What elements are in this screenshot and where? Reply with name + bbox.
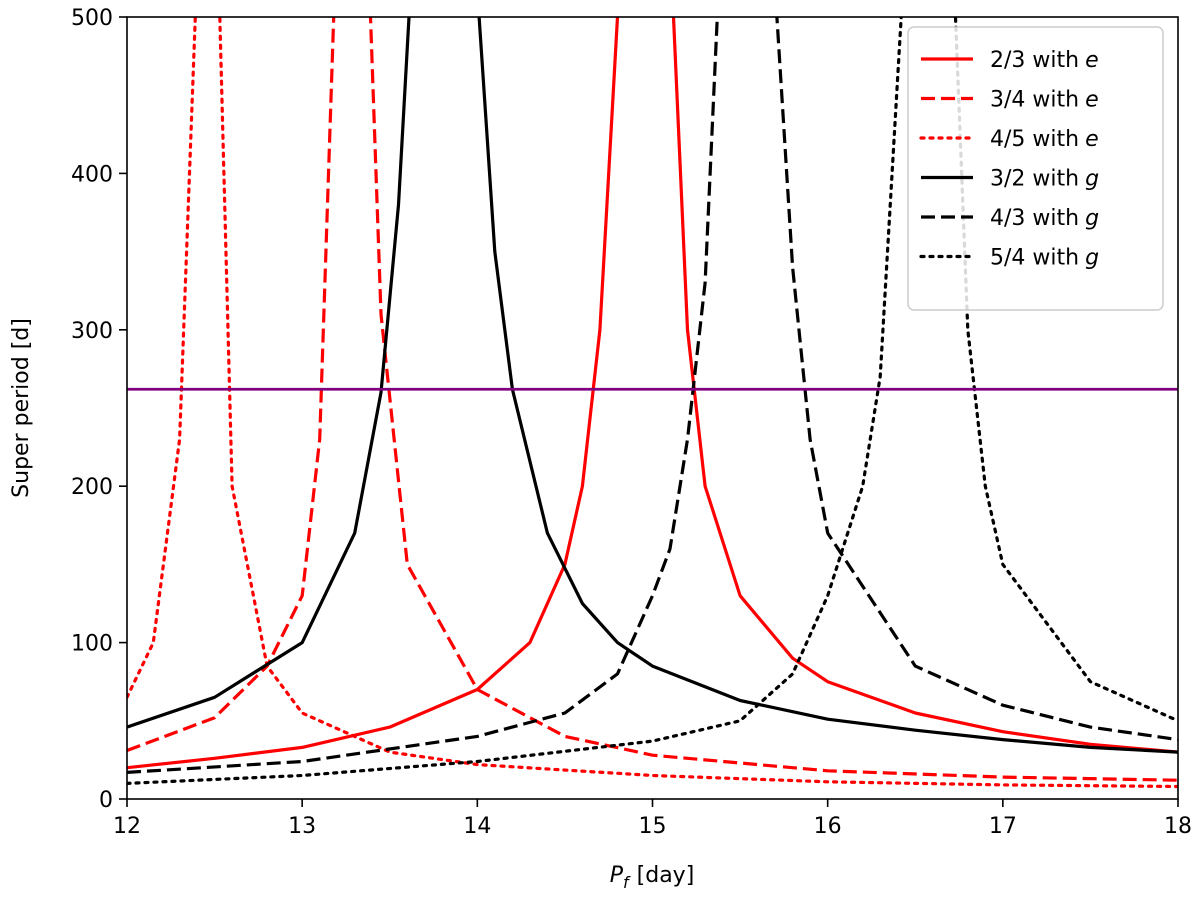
x-tick-label: 16 bbox=[814, 814, 842, 839]
y-tick-label: 100 bbox=[71, 632, 113, 657]
legend-label: 3/2 with g bbox=[990, 167, 1099, 192]
legend-label: 5/4 with g bbox=[990, 246, 1099, 271]
legend-label-var: g bbox=[1085, 167, 1099, 192]
legend-label-var: g bbox=[1085, 206, 1099, 231]
legend-label-var: e bbox=[1085, 127, 1099, 152]
series-line-2-3-with-e-right bbox=[671, 17, 1178, 754]
series-line-3-4-with-e-right bbox=[368, 17, 1178, 782]
series-line-2-3-with-e-left bbox=[127, 17, 620, 770]
series-line-3-2-with-g-left bbox=[127, 17, 411, 729]
legend: 2/3 with e3/4 with e4/5 with e3/2 with g4/3 … bbox=[907, 26, 1164, 311]
legend-label-main: 2/3 with bbox=[990, 48, 1079, 73]
x-axis-label-unit: [day] bbox=[637, 863, 695, 888]
x-tick-label: 14 bbox=[463, 814, 491, 839]
series-line-3-2-with-g-right bbox=[477, 17, 1178, 754]
x-tick-label: 12 bbox=[113, 814, 141, 839]
series-line-4-3-with-g-right bbox=[775, 17, 1178, 742]
legend-label-main: 4/3 with bbox=[990, 206, 1079, 231]
legend-label-var: g bbox=[1085, 246, 1099, 271]
legend-label: 4/3 with g bbox=[990, 206, 1099, 231]
legend-label-main: 3/4 with bbox=[990, 88, 1079, 113]
legend-label: 2/3 with e bbox=[990, 48, 1099, 73]
x-axis-label-sub: f bbox=[623, 873, 631, 892]
x-axis-label-var: P bbox=[610, 863, 624, 888]
y-axis-label: Super period [d] bbox=[9, 318, 34, 498]
series-line-5-4-with-g-right bbox=[953, 17, 1178, 723]
x-tick-label: 15 bbox=[639, 814, 667, 839]
series-layer bbox=[127, 17, 1178, 789]
series-line-4-5-with-e-left bbox=[127, 17, 197, 699]
series-line-4-5-with-e-right bbox=[218, 17, 1178, 789]
x-axis: 12 13 14 15 16 17 18 bbox=[113, 799, 1192, 839]
legend-label: 3/4 with e bbox=[990, 88, 1099, 113]
x-tick-label: 17 bbox=[989, 814, 1017, 839]
legend-label: 4/5 with e bbox=[990, 127, 1099, 152]
y-tick-label: 200 bbox=[71, 475, 113, 500]
y-tick-label: 300 bbox=[71, 319, 113, 344]
y-tick-label: 0 bbox=[99, 788, 113, 813]
legend-label-main: 5/4 with bbox=[990, 246, 1079, 271]
y-tick-label: 400 bbox=[71, 162, 113, 187]
legend-label-var: e bbox=[1085, 48, 1099, 73]
legend-label-main: 3/2 with bbox=[990, 167, 1079, 192]
x-axis-label: Pf [day] bbox=[610, 863, 695, 892]
x-tick-label: 13 bbox=[288, 814, 316, 839]
series-line-4-3-with-g-left bbox=[127, 17, 719, 774]
legend-label-main: 4/5 with bbox=[990, 127, 1079, 152]
y-tick-label: 500 bbox=[71, 6, 113, 31]
series-line-5-4-with-g-left bbox=[127, 17, 903, 785]
x-tick-label: 18 bbox=[1164, 814, 1192, 839]
legend-label-var: e bbox=[1085, 88, 1099, 113]
y-axis: 0 100 200 300 400 500 bbox=[71, 6, 127, 813]
series-line-3-4-with-e-left bbox=[127, 17, 336, 752]
